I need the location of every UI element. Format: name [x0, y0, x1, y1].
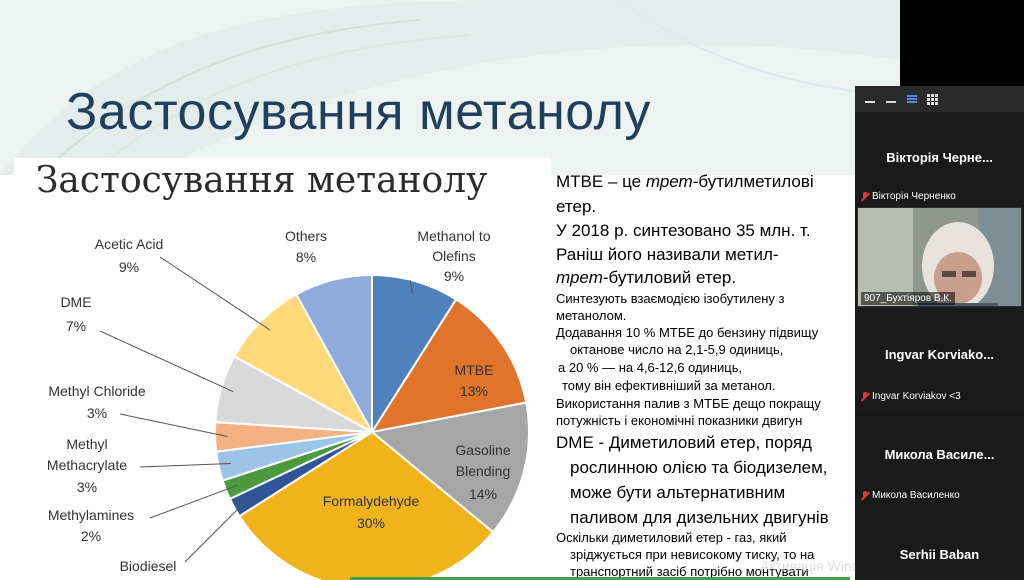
- participant-label: 907_Бухтіяров В.К.: [861, 292, 955, 305]
- text-line: рослинною олією та біодизелем,: [570, 458, 828, 477]
- text-line: етер.: [556, 197, 597, 216]
- pie-label: Methylamines: [48, 507, 134, 523]
- participant-label: Микола Василенко: [861, 490, 960, 501]
- muted-mic-icon: [861, 391, 869, 402]
- pie-label: 9%: [119, 259, 139, 275]
- participant-label: Ingvar Korviakov <3: [861, 391, 961, 402]
- participant-tile[interactable]: Микола Василе... Микола Василенко: [855, 410, 1024, 509]
- text-line: Синтезують взаємодією ізобутилену з: [556, 291, 785, 306]
- participant-video-tile[interactable]: 907_Бухтіяров В.К.: [857, 207, 1022, 307]
- pie-slice-others: [295, 273, 373, 433]
- pie-label: Methanol to: [417, 228, 490, 244]
- leader-line: [409, 279, 413, 294]
- speaker-view-icon[interactable]: [905, 92, 919, 106]
- pie-label: Blending: [456, 463, 511, 479]
- pie-label: Methyl Chloride: [48, 383, 145, 399]
- leader-line: [149, 484, 238, 519]
- pie-label: Olefins: [432, 248, 476, 264]
- participant-video-feed: [858, 208, 1021, 306]
- text-line: Додавання 10 % MTБE до бензину підвищу: [556, 325, 819, 340]
- participant-tile[interactable]: Ingvar Korviako... Ingvar Korviakov <3: [855, 309, 1024, 408]
- participant-label-text: Ingvar Korviakov <3: [872, 391, 961, 402]
- presentation-slide: Застосування метанолу Застосування метан…: [0, 0, 900, 580]
- pie-label: Biodiesel: [120, 558, 177, 574]
- pie-slice-formalydehyde: [238, 430, 495, 580]
- windows-activation-watermark: Активація Windows: [760, 558, 885, 574]
- pie-label: 2%: [81, 528, 101, 544]
- pie-label: Acetic Acid: [95, 236, 163, 252]
- text-run-italic: трет: [645, 172, 693, 191]
- pie-label: MTBE: [455, 362, 494, 378]
- text-line: зріджується при невисокому тиску, то на: [570, 547, 815, 562]
- text-line: трет-бутиловий етер.: [556, 268, 736, 288]
- participant-tile[interactable]: Вікторія Черне... Вікторія Черненко: [855, 113, 1024, 206]
- text-run: -бутилметилові: [692, 172, 814, 191]
- text-line: октанове число на 2,1-5,9 одиниць,: [570, 342, 784, 357]
- text-line: метанолом.: [556, 308, 627, 323]
- text-run: -бутиловий етер.: [602, 268, 737, 287]
- pie-label: Formalydehyde: [323, 493, 420, 509]
- hide-video-icon[interactable]: [884, 92, 898, 106]
- pie-label: 30%: [357, 515, 385, 531]
- leader-line: [184, 501, 246, 563]
- participant-name: Микола Василе...: [884, 447, 995, 462]
- pie-label: 7%: [66, 318, 86, 334]
- text-line-dme: DME - Диметиловий етер, поряд: [556, 433, 812, 452]
- participant-label: Вікторія Черненко: [861, 191, 956, 202]
- pie-slice-mtbe: [369, 298, 528, 434]
- text-line: а 20 % — на 4,6-12,6 одиниць,: [558, 360, 743, 375]
- participant-label-text: Микола Василенко: [872, 490, 960, 501]
- participant-name: Ingvar Korviako...: [884, 347, 995, 362]
- minimize-icon[interactable]: [863, 92, 877, 106]
- zoom-participants-panel: Вікторія Черне... Вікторія Черненко 907_…: [855, 86, 1024, 580]
- pie-label: 3%: [87, 405, 107, 421]
- pie-label: Methyl: [66, 436, 107, 452]
- text-line: може бути альтернативним: [570, 483, 786, 502]
- leader-line: [139, 463, 232, 468]
- zoom-panel-toolbar: [855, 86, 1024, 112]
- slide-bottom-accent: [350, 577, 850, 580]
- pie-slice-gasoline-blending: [369, 401, 530, 534]
- text-line: паливом для дизельних двигунів: [570, 508, 829, 527]
- participant-name: Serhii Baban: [899, 547, 980, 562]
- pie-slice-methanol-to-olefins: [371, 273, 458, 436]
- text-line: тому він ефективніший за метанол.: [562, 378, 776, 393]
- participant-label-text: 907_Бухтіяров В.К.: [864, 293, 952, 304]
- slide-title: Застосування метанолу: [66, 83, 651, 141]
- text-run-italic: трет: [556, 268, 603, 287]
- text-line-mtbe: MTBE – це трет-бутилметилові: [556, 172, 814, 192]
- gallery-view-icon[interactable]: [925, 92, 939, 106]
- pie-label: 8%: [296, 249, 316, 265]
- text-line: Оскільки диметиловий етер - газ, який: [556, 530, 787, 545]
- leader-line: [159, 256, 271, 331]
- slide-text-column: MTBE – це трет-бутилметилові етер. У 201…: [556, 168, 856, 580]
- text-line: Використання палив з MTБE дещо покращу: [556, 396, 821, 411]
- leader-line: [119, 413, 228, 438]
- participant-name: Вікторія Черне...: [886, 150, 993, 165]
- text-line: транспортний засіб потрібно монтувати: [570, 564, 809, 579]
- text-run: MTBE – це: [556, 172, 646, 191]
- chart-title: Застосування метанолу: [36, 160, 488, 201]
- pie-label: Others: [285, 228, 327, 244]
- pie-label: 9%: [444, 268, 464, 284]
- participant-label-text: Вікторія Черненко: [872, 191, 956, 202]
- participant-tile[interactable]: Serhii Baban: [855, 511, 1024, 580]
- pie-chart: Methanol to Olefins 9% MTBE 13% Gasoline Blend…: [47, 228, 530, 580]
- pie-label: DME: [60, 294, 91, 310]
- muted-mic-icon: [861, 191, 869, 202]
- text-line: Раніш його називали метил-: [556, 245, 779, 264]
- leader-line: [99, 330, 234, 393]
- pie-label: Gasoline: [455, 442, 510, 458]
- pie-label: 13%: [460, 383, 488, 399]
- text-line: потужність і економічні показники двигун: [556, 413, 803, 428]
- muted-mic-icon: [861, 490, 869, 501]
- pie-label: 3%: [77, 479, 97, 495]
- text-line: У 2018 р. синтезовано 35 млн. т.: [556, 221, 811, 240]
- pie-label: 14%: [469, 486, 497, 502]
- pie-label: Methacrylate: [47, 457, 127, 473]
